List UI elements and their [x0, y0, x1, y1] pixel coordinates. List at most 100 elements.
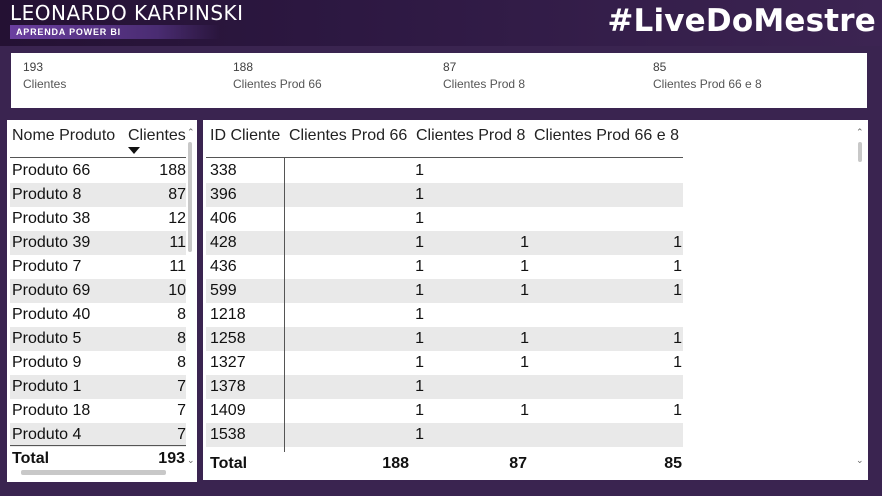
kpi-card-clientes-prod-66-e-8[interactable]: 85 Clientes Prod 66 e 8	[653, 59, 762, 93]
total-divider	[10, 445, 186, 446]
table-row[interactable]: Produto 1 7	[10, 375, 186, 399]
kpi-card-clientes-prod-66[interactable]: 188 Clientes Prod 66	[233, 59, 322, 93]
id-cliente-cell: 338	[210, 162, 237, 179]
kpi-label: Clientes Prod 66	[233, 77, 322, 91]
chevron-down-icon[interactable]: ⌄	[187, 455, 195, 465]
clientes-count-cell: 12	[168, 210, 186, 227]
id-cliente-cell: 1538	[210, 426, 246, 443]
id-cliente-cell: 1409	[210, 402, 246, 419]
clientes-prod-66-e-8-cell: 1	[673, 258, 682, 275]
chevron-down-icon[interactable]: ⌄	[856, 455, 864, 465]
column-header-id-cliente[interactable]: ID Cliente	[210, 127, 281, 144]
kpi-card-clientes[interactable]: 193 Clientes	[23, 59, 66, 93]
table-row[interactable]: Produto 38 12	[10, 207, 186, 231]
clients-table[interactable]: ID Cliente Clientes Prod 66 Clientes Pro…	[203, 120, 868, 480]
clientes-prod-66-e-8-cell: 1	[673, 354, 682, 371]
table-row[interactable]: 428 1 1 1	[206, 231, 683, 255]
clientes-prod-66-cell: 1	[415, 330, 424, 347]
product-name-cell: Produto 38	[12, 210, 91, 227]
clientes-prod-66-cell: 1	[415, 282, 424, 299]
id-cliente-cell: 1378	[210, 378, 246, 395]
id-cliente-cell: 428	[210, 234, 237, 251]
products-table[interactable]: Nome Produto Clientes Produto 66 188 Produ…	[7, 120, 197, 482]
clientes-count-cell: 10	[168, 282, 186, 299]
clientes-count-cell: 7	[177, 426, 186, 443]
clientes-prod-66-cell: 1	[415, 258, 424, 275]
clientes-prod-66-cell: 1	[415, 306, 424, 323]
table-row[interactable]: 1327 1 1 1	[206, 351, 683, 375]
clientes-count-cell: 87	[168, 186, 186, 203]
clientes-count-cell: 7	[177, 378, 186, 395]
column-header-clientes-prod-8[interactable]: Clientes Prod 8	[416, 127, 526, 144]
product-name-cell: Produto 69	[12, 282, 91, 299]
product-name-cell: Produto 4	[12, 426, 82, 443]
product-name-cell: Produto 5	[12, 330, 82, 347]
clientes-prod-8-cell: 1	[520, 282, 529, 299]
clientes-prod-66-cell: 1	[415, 162, 424, 179]
header-divider	[10, 157, 186, 158]
table-row[interactable]: Produto 7 11	[10, 255, 186, 279]
total-label: Total	[210, 455, 248, 472]
kpi-label: Clientes Prod 8	[443, 77, 526, 91]
total-prod-8: 87	[509, 455, 527, 472]
clients-total-row: Total 188 87 85	[203, 452, 693, 476]
table-row[interactable]: 1258 1 1 1	[206, 327, 683, 351]
table-row[interactable]: Produto 69 10	[10, 279, 186, 303]
table-row[interactable]: 406 1	[206, 207, 683, 231]
table-row[interactable]: Produto 5 8	[10, 327, 186, 351]
id-cliente-cell: 396	[210, 186, 237, 203]
table-row[interactable]: Produto 40 8	[10, 303, 186, 327]
report-header: LEONARDO KARPINSKI APRENDA POWER BI #Liv…	[0, 0, 882, 46]
kpi-label: Clientes	[23, 77, 67, 91]
column-header-clientes-prod-66[interactable]: Clientes Prod 66	[289, 127, 408, 144]
clientes-count-cell: 8	[177, 330, 186, 347]
clientes-prod-66-e-8-cell: 1	[673, 234, 682, 251]
clientes-prod-66-e-8-cell: 1	[673, 282, 682, 299]
table-row[interactable]: Produto 9 8	[10, 351, 186, 375]
vertical-scrollbar[interactable]	[188, 142, 192, 252]
product-name-cell: Produto 66	[12, 162, 91, 179]
product-name-cell: Produto 1	[12, 378, 82, 395]
table-row[interactable]: 599 1 1 1	[206, 279, 683, 303]
table-row[interactable]: 1378 1	[206, 375, 683, 399]
clientes-prod-8-cell: 1	[520, 234, 529, 251]
table-row[interactable]: 1538 1	[206, 423, 683, 447]
chevron-up-icon[interactable]: ⌃	[187, 127, 195, 137]
table-row[interactable]: Produto 39 11	[10, 231, 186, 255]
products-total-row: Total 193	[7, 447, 189, 471]
vertical-scrollbar[interactable]	[858, 142, 862, 162]
clientes-prod-66-e-8-cell: 1	[673, 402, 682, 419]
sort-descending-icon[interactable]	[128, 147, 140, 154]
table-row[interactable]: 436 1 1 1	[206, 255, 683, 279]
kpi-label: Clientes Prod 66 e 8	[653, 77, 762, 91]
clientes-prod-66-cell: 1	[415, 378, 424, 395]
clientes-prod-66-cell: 1	[415, 354, 424, 371]
table-row[interactable]: 338 1	[206, 159, 683, 183]
table-row[interactable]: Produto 18 7	[10, 399, 186, 423]
horizontal-scrollbar[interactable]	[21, 470, 166, 475]
column-divider	[284, 158, 285, 475]
table-row[interactable]: 1409 1 1 1	[206, 399, 683, 423]
total-prod-66-e-8: 85	[664, 455, 682, 472]
table-row[interactable]: 1218 1	[206, 303, 683, 327]
clientes-prod-66-e-8-cell: 1	[673, 330, 682, 347]
table-row[interactable]: Produto 4 7	[10, 423, 186, 447]
table-row[interactable]: Produto 66 188	[10, 159, 186, 183]
id-cliente-cell: 1218	[210, 306, 246, 323]
kpi-card-clientes-prod-8[interactable]: 87 Clientes Prod 8	[443, 59, 525, 93]
clientes-count-cell: 8	[177, 354, 186, 371]
clientes-count-cell: 7	[177, 402, 186, 419]
column-header-nome-produto[interactable]: Nome Produto	[12, 127, 116, 144]
total-label: Total	[12, 450, 50, 467]
kpi-value: 85	[653, 60, 667, 74]
product-name-cell: Produto 40	[12, 306, 91, 323]
clientes-count-cell: 11	[169, 258, 186, 275]
column-header-clientes-prod-66-e-8[interactable]: Clientes Prod 66 e 8	[534, 127, 679, 144]
table-row[interactable]: 396 1	[206, 183, 683, 207]
column-header-clientes[interactable]: Clientes	[128, 127, 186, 144]
clientes-prod-66-cell: 1	[415, 186, 424, 203]
product-name-cell: Produto 8	[12, 186, 82, 203]
total-value: 193	[158, 450, 185, 467]
chevron-up-icon[interactable]: ⌃	[856, 127, 864, 137]
table-row[interactable]: Produto 8 87	[10, 183, 186, 207]
